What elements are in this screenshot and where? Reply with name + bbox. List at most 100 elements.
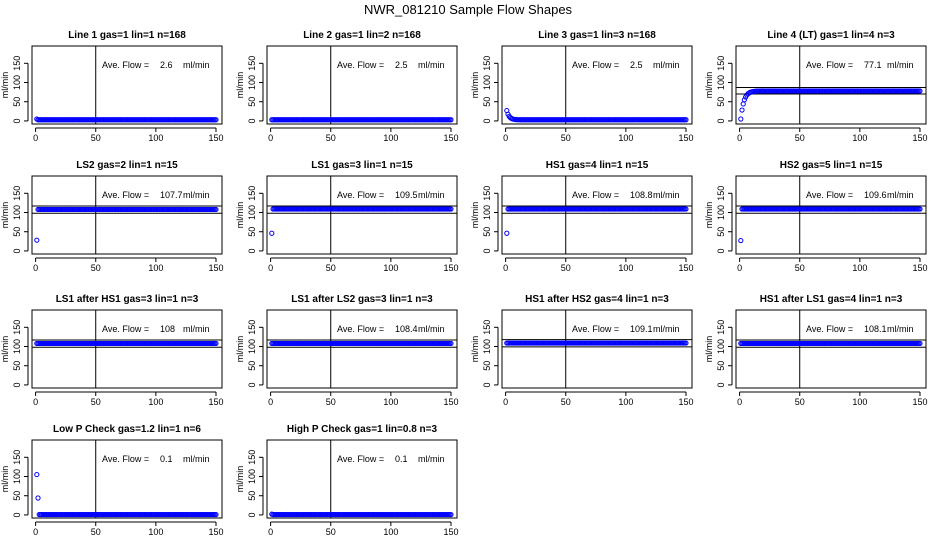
y-tick-label: 150 (247, 320, 257, 335)
y-tick-label: 50 (716, 227, 726, 237)
plot-frame (501, 45, 693, 125)
x-tick-label: 50 (795, 133, 805, 143)
plot-panel-1: Line 1 gas=1 lin=1 n=168 Ave. Flow = 2.6 ml… (0, 30, 224, 143)
x-tick-label: 0 (268, 263, 273, 273)
annotation-label: Ave. Flow = (102, 454, 149, 464)
y-tick-label: 50 (716, 361, 726, 371)
annotation-label: Ave. Flow = (572, 190, 619, 200)
y-tick-label: 50 (12, 97, 22, 107)
x-tick-label: 50 (326, 527, 336, 537)
y-tick-label: 0 (482, 118, 492, 123)
y-tick-label: 50 (482, 361, 492, 371)
y-axis-label: ml/min (0, 466, 10, 493)
y-tick-label: 100 (482, 339, 492, 354)
y-tick-label: 50 (247, 491, 257, 501)
x-tick-label: 50 (91, 527, 101, 537)
data-point (741, 97, 748, 103)
y-axis-label: ml/min (704, 336, 714, 363)
x-tick-label: 50 (91, 133, 101, 143)
plot-panel-12: HS1 after LS1 gas=4 lin=1 n=3 Ave. Flow =… (704, 294, 928, 407)
plot-title: Line 2 gas=1 lin=2 n=168 (303, 30, 421, 41)
annotation-unit: ml/min (183, 190, 210, 200)
annotation-label: Ave. Flow = (806, 60, 853, 70)
x-tick-label: 0 (268, 527, 273, 537)
x-tick-label: 0 (737, 133, 742, 143)
annotation-label: Ave. Flow = (572, 324, 619, 334)
y-tick-label: 150 (12, 186, 22, 201)
y-tick-label: 100 (247, 469, 257, 484)
y-tick-label: 50 (12, 491, 22, 501)
y-tick-label: 50 (247, 361, 257, 371)
data-point (448, 511, 454, 518)
y-tick-label: 0 (247, 118, 257, 123)
data-point (740, 101, 746, 107)
x-tick-label: 100 (383, 397, 398, 407)
y-tick-label: 0 (247, 512, 257, 517)
x-tick-label: 0 (33, 263, 38, 273)
data-point (213, 117, 219, 123)
y-tick-label: 0 (12, 248, 22, 253)
data-point (917, 88, 923, 94)
y-tick-label: 50 (482, 227, 492, 237)
x-tick-label: 50 (91, 263, 101, 273)
x-tick-label: 150 (912, 263, 927, 273)
annotation-unit: ml/min (653, 190, 680, 200)
x-tick-label: 0 (737, 397, 742, 407)
annotation-unit: ml/min (418, 190, 445, 200)
plot-title: LS1 after LS2 gas=3 lin=1 n=3 (291, 294, 433, 305)
plot-panel-9: LS1 after HS1 gas=3 lin=1 n=3 Ave. Flow =… (0, 294, 224, 407)
y-tick-label: 50 (12, 361, 22, 371)
plot-frame (266, 45, 458, 125)
plot-panel-10: LS1 after LS2 gas=3 lin=1 n=3 Ave. Flow =… (235, 294, 459, 407)
y-tick-label: 150 (12, 320, 22, 335)
plot-title: Line 4 (LT) gas=1 lin=4 n=3 (767, 30, 895, 41)
y-tick-label: 150 (482, 56, 492, 71)
x-tick-label: 150 (912, 397, 927, 407)
annotation-value: 109.5 (395, 190, 418, 200)
x-tick-label: 50 (326, 397, 336, 407)
data-point (213, 340, 219, 347)
y-tick-label: 0 (247, 248, 257, 253)
x-tick-label: 0 (33, 133, 38, 143)
x-tick-label: 100 (383, 263, 398, 273)
x-tick-label: 100 (618, 263, 633, 273)
x-tick-label: 100 (148, 263, 163, 273)
y-tick-label: 100 (247, 339, 257, 354)
data-point (504, 230, 510, 236)
plot-frame (735, 175, 927, 255)
x-tick-label: 50 (561, 133, 571, 143)
plot-frame (31, 175, 223, 255)
plot-panel-11: HS1 after HS2 gas=4 lin=1 n=3 Ave. Flow =… (470, 294, 694, 407)
plot-title: HS1 gas=4 lin=1 n=15 (546, 160, 649, 171)
x-tick-label: 150 (208, 133, 223, 143)
plot-frame (266, 439, 458, 519)
y-tick-label: 0 (482, 248, 492, 253)
annotation-value: 0.1 (160, 454, 173, 464)
y-tick-label: 100 (482, 205, 492, 220)
plot-title: HS1 after LS1 gas=4 lin=1 n=3 (760, 294, 903, 305)
annotation-value: 109.1 (630, 324, 653, 334)
x-tick-label: 50 (326, 133, 336, 143)
x-tick-label: 0 (33, 527, 38, 537)
data-point (738, 116, 744, 122)
x-tick-label: 50 (91, 397, 101, 407)
y-axis-label: ml/min (235, 466, 245, 493)
annotation-label: Ave. Flow = (337, 324, 384, 334)
y-tick-label: 50 (247, 227, 257, 237)
x-tick-label: 100 (148, 527, 163, 537)
annotation-value: 77.1 (864, 60, 882, 70)
x-tick-label: 0 (268, 397, 273, 407)
y-axis-label: ml/min (470, 336, 480, 363)
y-axis-label: ml/min (0, 202, 10, 229)
figure-title: NWR_081210 Sample Flow Shapes (363, 2, 573, 17)
y-tick-label: 100 (716, 205, 726, 220)
annotation-value: 108.4 (395, 324, 418, 334)
y-tick-label: 100 (247, 75, 257, 90)
plot-title: Line 3 gas=1 lin=3 n=168 (538, 30, 656, 41)
y-tick-label: 100 (12, 205, 22, 220)
x-tick-label: 150 (912, 133, 927, 143)
data-point (917, 206, 923, 212)
